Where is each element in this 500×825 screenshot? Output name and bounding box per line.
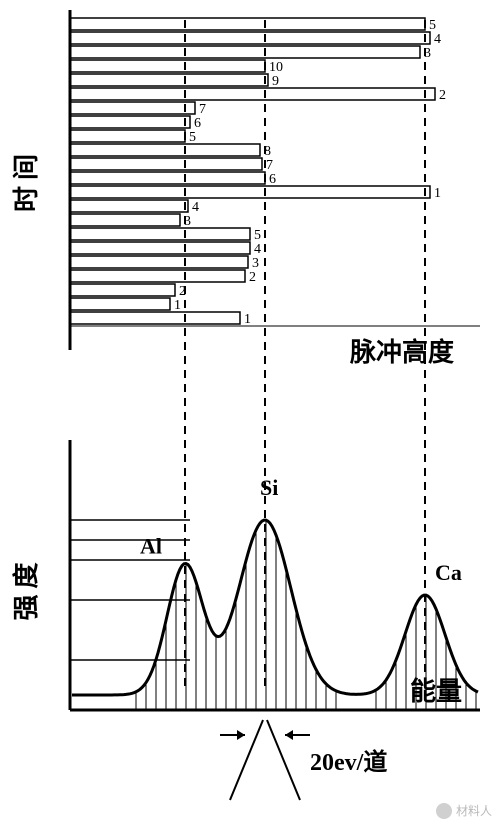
watermark-text: 材料人	[456, 802, 492, 819]
svg-text:1: 1	[244, 312, 251, 327]
svg-text:4: 4	[254, 242, 261, 257]
svg-text:Si: Si	[260, 475, 278, 500]
svg-text:4: 4	[192, 200, 199, 215]
watermark-logo-icon	[436, 803, 452, 819]
watermark: 材料人	[436, 802, 492, 819]
svg-text:1: 1	[174, 298, 181, 313]
svg-text:9: 9	[272, 74, 279, 89]
svg-text:4: 4	[434, 32, 441, 47]
svg-text:6: 6	[194, 116, 201, 131]
svg-text:3: 3	[252, 256, 259, 271]
svg-text:强度: 强度	[11, 556, 41, 620]
svg-text:7: 7	[199, 102, 206, 117]
svg-text:10: 10	[269, 60, 283, 75]
svg-text:时间: 时间	[12, 148, 41, 212]
svg-text:6: 6	[269, 172, 276, 187]
svg-text:能量: 能量	[410, 676, 462, 706]
svg-text:5: 5	[254, 228, 261, 243]
svg-text:Ca: Ca	[435, 560, 462, 585]
svg-text:Al: Al	[140, 533, 162, 558]
svg-text:脉冲高度: 脉冲高度	[350, 337, 454, 367]
svg-text:20ev/道: 20ev/道	[310, 748, 387, 776]
svg-text:5: 5	[429, 18, 436, 33]
figure-svg: 54310927658761435432211时间脉冲高度AlSiCa强度能量2…	[0, 0, 500, 825]
svg-text:2: 2	[439, 88, 446, 103]
svg-text:2: 2	[249, 270, 256, 285]
svg-text:5: 5	[189, 130, 196, 145]
svg-text:7: 7	[266, 158, 273, 173]
svg-text:1: 1	[434, 186, 441, 201]
